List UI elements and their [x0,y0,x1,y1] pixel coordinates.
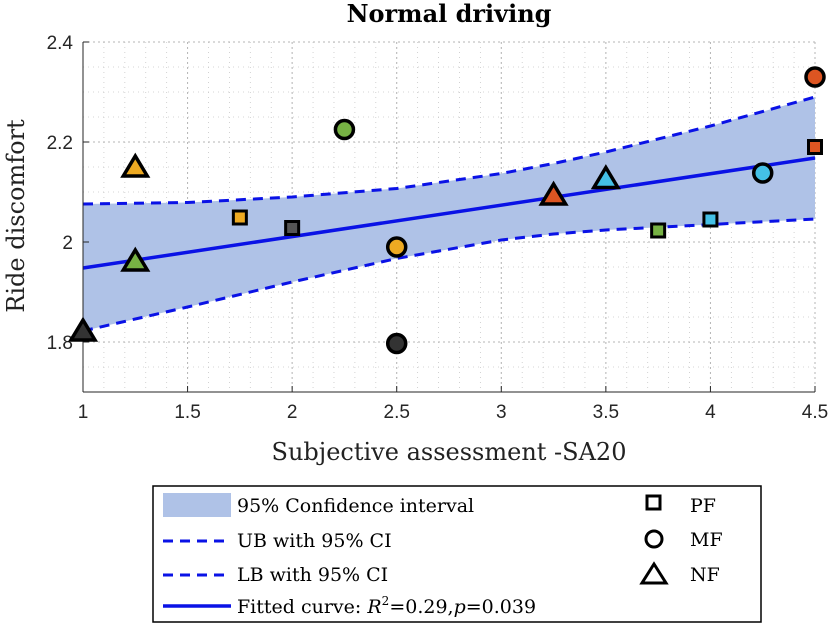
upper-bound-line [82,95,816,206]
data-point-square [702,211,719,228]
data-point-circle [385,236,408,258]
legend-band-swatch [163,493,231,517]
legend-label-ci: 95% Confidence interval [237,495,474,517]
y-tick-label: 1.8 [47,333,73,354]
x-tick-label: 4.5 [802,402,828,423]
data-point-circle [804,66,826,88]
data-point-circle [333,118,356,141]
data-point-square [231,209,248,226]
legend-label-ub: UB with 95% CI [237,530,392,552]
lower-bound-line [82,217,816,333]
legend-circle-marker [644,529,664,549]
legend: 95% Confidence interval UB with 95% CI L… [152,485,762,623]
legend-label-mf: MF [690,529,723,551]
legend-square-marker [645,494,662,511]
data-point-triangle [538,180,569,206]
y-tick-label: 2 [62,233,73,254]
data-point-triangle [120,152,151,178]
x-tick-label: 1.5 [174,402,200,423]
fitted-line [82,156,816,270]
x-tick-label: 4 [705,402,716,423]
data-point-triangle [590,164,621,190]
legend-label-pf: PF [690,495,716,517]
y-axis-label: Ride discomfort [2,119,30,313]
legend-label-lb: LB with 95% CI [237,564,388,586]
x-tick-label: 2.5 [384,402,410,423]
x-tick-label: 3 [496,402,507,423]
data-point-triangle [67,316,99,342]
data-point-triangle [120,246,151,272]
chart-title: Normal driving [347,0,552,28]
plot-area: 1 1.5 2 2.5 3 3.5 4 4.5 1.8 2 2.2 2.4 [47,33,829,423]
x-axis-label: Subjective assessment -SA20 [272,438,627,466]
data-point-circle [751,162,774,184]
x-tick-label: 2 [287,402,298,423]
x-tick-label: 1 [78,402,89,423]
y-tick-label: 2.4 [47,33,74,54]
data-point-circle [385,332,408,355]
x-tick-label: 3.5 [593,402,619,423]
legend-label-fit: Fitted curve: R2=0.29,p=0.039 [237,594,536,618]
legend-label-nf: NF [690,564,720,586]
data-point-square [650,222,667,239]
legend-triangle-marker [639,561,669,585]
y-tick-label: 2.2 [47,133,73,154]
data-point-square [807,139,823,155]
data-point-square [284,220,301,236]
